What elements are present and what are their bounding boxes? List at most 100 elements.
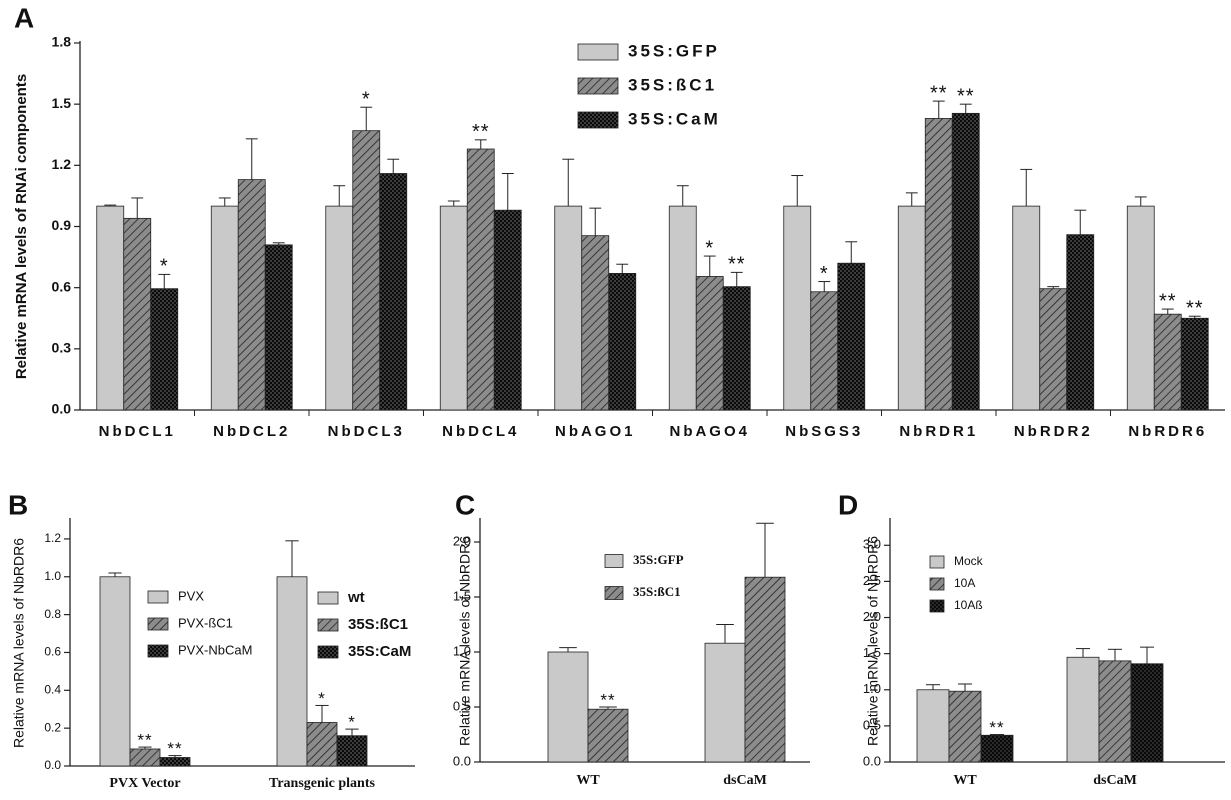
y-tick-label: 1.5 bbox=[453, 588, 471, 603]
bar bbox=[1130, 663, 1164, 763]
bar bbox=[99, 576, 131, 767]
significance: ** bbox=[600, 691, 615, 710]
bar bbox=[336, 735, 368, 767]
legend-swatch bbox=[604, 554, 624, 568]
y-tick-label: 0.0 bbox=[52, 401, 72, 417]
x-tick-label: WT bbox=[576, 773, 600, 788]
bar bbox=[439, 205, 468, 411]
y-tick-label: 1.5 bbox=[863, 645, 881, 660]
legend-swatch bbox=[577, 43, 619, 61]
x-tick-label: NbSGS3 bbox=[785, 423, 863, 440]
bar bbox=[916, 689, 950, 763]
bar bbox=[1066, 234, 1095, 411]
bar bbox=[1098, 660, 1132, 763]
panel-letter: A bbox=[14, 2, 34, 33]
bar bbox=[325, 205, 354, 411]
significance: ** bbox=[472, 121, 490, 143]
legend-swatch bbox=[577, 111, 619, 129]
significance: ** bbox=[1186, 297, 1204, 319]
y-tick-label: 0.5 bbox=[863, 717, 881, 732]
y-tick-label: 1.8 bbox=[52, 34, 72, 50]
panel-letter: C bbox=[455, 489, 475, 520]
significance: ** bbox=[930, 82, 948, 104]
y-tick-label: 1.0 bbox=[44, 569, 61, 583]
bar bbox=[704, 642, 746, 763]
panel-letter: D bbox=[838, 489, 858, 520]
legend-label: 35S:CaM bbox=[628, 109, 721, 128]
x-tick-label: NbAGO4 bbox=[669, 423, 750, 440]
y-tick-label: 0.9 bbox=[52, 217, 72, 233]
y-axis-label: Relative mRNA levels of NbRDR6 bbox=[457, 536, 473, 746]
x-tick-label: dsCaM bbox=[1093, 773, 1137, 788]
bar bbox=[837, 262, 866, 411]
bar bbox=[1126, 205, 1155, 411]
y-tick-label: 3.0 bbox=[863, 537, 881, 552]
bar bbox=[1180, 317, 1209, 411]
legend-swatch bbox=[929, 577, 945, 591]
significance: * bbox=[362, 89, 371, 111]
bar bbox=[897, 205, 926, 411]
bar bbox=[123, 217, 152, 411]
x-tick-label: NbDCL1 bbox=[99, 423, 176, 440]
significance: ** bbox=[137, 731, 152, 750]
legend-swatch bbox=[577, 77, 619, 95]
bar bbox=[1039, 288, 1068, 411]
legend-label: 10A bbox=[954, 576, 975, 590]
x-tick-label: Transgenic plants bbox=[269, 776, 375, 791]
y-tick-label: 0.3 bbox=[52, 340, 72, 356]
y-axis-label: Relative mRNA levels of NbRDR6 bbox=[865, 536, 881, 746]
significance: ** bbox=[1159, 290, 1177, 312]
legend-swatch bbox=[317, 618, 339, 632]
bar bbox=[783, 205, 812, 411]
legend-label: PVX bbox=[178, 588, 204, 603]
significance: * bbox=[820, 263, 829, 285]
y-tick-label: 2.0 bbox=[453, 533, 471, 548]
bar bbox=[306, 722, 338, 767]
legend-swatch bbox=[604, 586, 624, 600]
bar bbox=[352, 130, 381, 411]
legend-label: 35S:GFP bbox=[628, 41, 720, 60]
legend-swatch bbox=[147, 644, 169, 658]
bar bbox=[493, 209, 522, 411]
bar bbox=[379, 173, 408, 411]
y-tick-label: 0.6 bbox=[52, 278, 72, 294]
bar bbox=[129, 748, 161, 767]
x-tick-label: WT bbox=[953, 773, 977, 788]
significance: ** bbox=[989, 718, 1004, 737]
bar bbox=[608, 272, 637, 411]
bar bbox=[587, 708, 629, 763]
legend-swatch bbox=[929, 599, 945, 613]
legend-label: PVX-NbCaM bbox=[178, 642, 252, 657]
bar bbox=[810, 291, 839, 411]
y-tick-label: 0.5 bbox=[453, 698, 471, 713]
significance: ** bbox=[728, 254, 746, 276]
y-tick-label: 1.5 bbox=[52, 95, 72, 111]
bar bbox=[581, 235, 610, 411]
bar bbox=[150, 288, 179, 411]
y-tick-label: 1.2 bbox=[52, 156, 72, 172]
significance: ** bbox=[167, 739, 182, 758]
y-tick-label: 0.6 bbox=[44, 645, 61, 659]
bar bbox=[554, 205, 583, 411]
legend-label: 35S:GFP bbox=[633, 552, 684, 567]
legend-label: wt bbox=[347, 589, 365, 606]
significance: * bbox=[705, 237, 714, 259]
legend-label: PVX-ßC1 bbox=[178, 615, 233, 630]
x-tick-label: NbAGO1 bbox=[555, 423, 636, 440]
significance: * bbox=[160, 256, 169, 278]
x-tick-label: NbDCL3 bbox=[328, 423, 405, 440]
legend-label: 35S:ßC1 bbox=[633, 584, 681, 599]
x-tick-label: dsCaM bbox=[723, 773, 767, 788]
bar bbox=[744, 576, 786, 763]
y-axis-label: Relative mRNA levels of RNAi components bbox=[13, 74, 30, 379]
significance: ** bbox=[957, 85, 975, 107]
y-tick-label: 0.4 bbox=[44, 682, 61, 696]
bar bbox=[1012, 205, 1041, 411]
x-tick-label: NbRDR6 bbox=[1128, 423, 1207, 440]
legend-swatch bbox=[929, 555, 945, 569]
y-tick-label: 0.8 bbox=[44, 607, 61, 621]
x-tick-label: PVX Vector bbox=[109, 776, 180, 791]
y-tick-label: 1.2 bbox=[44, 531, 61, 545]
